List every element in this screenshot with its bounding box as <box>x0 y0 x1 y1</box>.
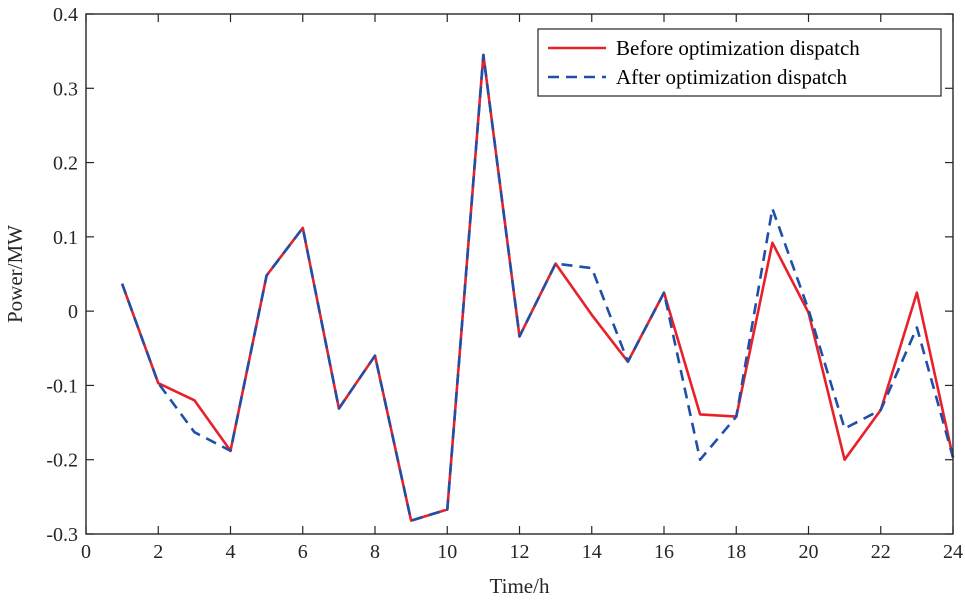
x-tick-label-11: 22 <box>871 541 891 563</box>
x-tick-label-10: 20 <box>799 541 819 563</box>
legend-box <box>537 28 942 97</box>
y-tick-label-3: 0 <box>68 301 78 323</box>
tick-layer: 0 2 4 6 8 10 12 14 16 18 20 22 24-0.3-0.2-0.100.10.2… <box>46 4 963 563</box>
series-line-after-optimization <box>120 53 955 522</box>
legend: Before optimization dispatch After optim… <box>537 28 942 97</box>
y-tick-label-0: -0.3 <box>46 524 78 546</box>
x-tick-label-2: 4 <box>226 541 236 563</box>
x-tick-label-1: 2 <box>153 541 163 563</box>
x-tick-label-8: 16 <box>654 541 674 563</box>
y-tick-label-1: -0.2 <box>46 450 78 472</box>
y-tick-label-7: 0.4 <box>53 4 78 26</box>
x-tick-label-7: 14 <box>582 541 602 563</box>
y-tick-label-6: 0.3 <box>53 78 78 100</box>
legend-label-before: Before optimization dispatch <box>616 36 860 60</box>
x-tick-label-6: 12 <box>510 541 530 563</box>
x-tick-label-9: 18 <box>726 541 746 563</box>
x-tick-label-5: 10 <box>437 541 457 563</box>
y-tick-label-5: 0.2 <box>53 153 78 175</box>
series-layer <box>120 53 955 522</box>
y-axis-label: Power/MW <box>3 225 27 323</box>
x-tick-label-3: 6 <box>298 541 308 563</box>
x-tick-label-12: 24 <box>943 541 963 563</box>
x-axis-label: Time/h <box>490 574 550 598</box>
legend-label-after: After optimization dispatch <box>616 65 847 89</box>
y-tick-label-2: -0.1 <box>46 375 78 397</box>
y-tick-label-4: 0.1 <box>53 227 78 249</box>
x-tick-label-0: 0 <box>81 541 91 563</box>
x-tick-label-4: 8 <box>370 541 380 563</box>
